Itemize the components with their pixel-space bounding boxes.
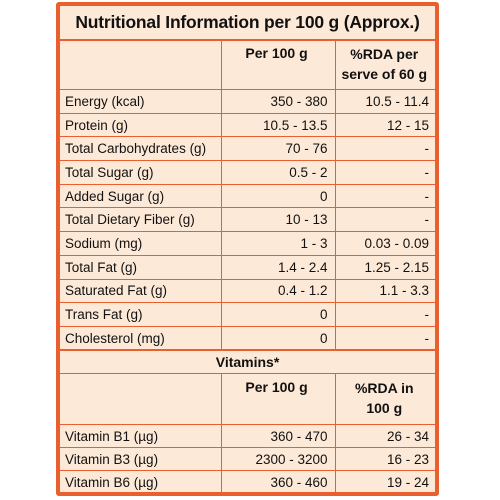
nutrient-name: Vitamin B6 (µg) [60,470,222,494]
nutrient-name: Protein (g) [60,112,222,138]
per100-value: 10.5 - 13.5 [220,112,336,138]
rda-value: 12 - 15 [334,112,435,138]
rda-value: - [334,302,435,327]
table-row: Added Sugar (g) 0- [60,183,435,209]
table-row: Total Carbohydrates (g) 70 - 76- [60,136,435,162]
per100-value: 2300 - 3200 [220,447,336,471]
nutrient-name: Energy (kcal) [60,89,222,114]
vit-header-rda-line1: %RDA in [354,380,414,396]
per100-value: 360 - 470 [220,424,336,448]
rda-value: 1.25 - 2.15 [334,254,435,280]
rda-value: - [334,136,435,162]
nutrient-name: Vitamin B3 (µg) [60,447,222,471]
panel-title: Nutritional Information per 100 g (Appro… [60,6,435,41]
per100-value: 1.4 - 2.4 [220,254,336,280]
table-row: Total Sugar (g) 0.5 - 2- [60,160,435,185]
vit-header-blank-cell [60,373,222,425]
nutrient-name: Total Fat (g) [60,254,222,280]
rda-value: - [334,325,435,351]
header-rda-line2: serve of 60 g [341,66,428,82]
per100-value: 350 - 380 [220,89,336,114]
table-row: Vitamin B3 (µg) 2300 - 3200 16 - 23 [60,447,436,471]
vit-header-rda: %RDA in 100 g [334,373,436,425]
header-rda-line1: %RDA per [350,46,419,62]
vitamins-table: Vitamins* Per 100 g %RDA in 100 g Vitamin… [60,349,436,494]
nutrient-name: Total Sugar (g) [60,160,222,185]
table-row: Cholesterol (mg) 0- [60,325,435,351]
table-row: Energy (kcal) 350 - 380 10.5 - 11.4 [60,89,435,114]
table-row: Trans Fat (g) 0- [60,302,435,327]
per100-value: 0 [220,183,336,209]
nutrient-name: Total Carbohydrates (g) [60,136,222,162]
nutrition-table: Per 100 g %RDA per serve of 60 g Energy (… [60,39,435,351]
rda-value: 16 - 23 [334,447,436,471]
per100-value: 0 [220,325,336,351]
per100-value: 70 - 76 [220,136,336,162]
table-row: Vitamin B6 (µg) 360 - 460 19 - 24 [60,470,436,494]
vit-header-rda-line2: 100 g [366,400,403,416]
nutrient-name: Cholesterol (mg) [60,325,222,351]
header-per100: Per 100 g [220,39,336,90]
table-row: Total Fat (g) 1.4 - 2.4 1.25 - 2.15 [60,254,435,280]
nutrient-name: Sodium (mg) [60,231,222,256]
rda-value: 0.03 - 0.09 [334,231,435,256]
rda-value: - [334,183,435,209]
vitamins-title-row: Vitamins* [60,349,436,374]
rda-value: 1.1 - 3.3 [334,278,435,304]
header-blank-cell [60,39,222,90]
rda-value: - [334,160,435,185]
vit-header-per100: Per 100 g [220,373,336,425]
per100-value: 0.4 - 1.2 [220,278,336,304]
per100-value: 10 - 13 [220,207,336,233]
nutrient-name: Added Sugar (g) [60,183,222,209]
vitamins-header-row: Per 100 g %RDA in 100 g [60,373,436,425]
table-row: Protein (g) 10.5 - 13.5 12 - 15 [60,112,435,138]
nutrition-panel: Nutritional Information per 100 g (Appro… [56,2,439,496]
per100-value: 360 - 460 [220,470,336,494]
per100-value: 1 - 3 [220,231,336,256]
table-row: Saturated Fat (g) 0.4 - 1.2 1.1 - 3.3 [60,278,435,304]
table-header-row: Per 100 g %RDA per serve of 60 g [60,39,435,90]
header-rda: %RDA per serve of 60 g [334,39,435,90]
table-row: Sodium (mg) 1 - 3 0.03 - 0.09 [60,231,435,256]
table-row: Vitamin B1 (µg) 360 - 470 26 - 34 [60,424,436,448]
per100-value: 0 [220,302,336,327]
table-row: Total Dietary Fiber (g) 10 - 13- [60,207,435,233]
rda-value: 26 - 34 [334,424,436,448]
rda-value: - [334,207,435,233]
nutrient-name: Saturated Fat (g) [60,278,222,304]
rda-value: 10.5 - 11.4 [334,89,435,114]
nutrient-name: Vitamin B1 (µg) [60,424,222,448]
rda-value: 19 - 24 [334,470,436,494]
per100-value: 0.5 - 2 [220,160,336,185]
vitamins-title: Vitamins* [60,349,436,374]
nutrient-name: Total Dietary Fiber (g) [60,207,222,233]
nutrient-name: Trans Fat (g) [60,302,222,327]
